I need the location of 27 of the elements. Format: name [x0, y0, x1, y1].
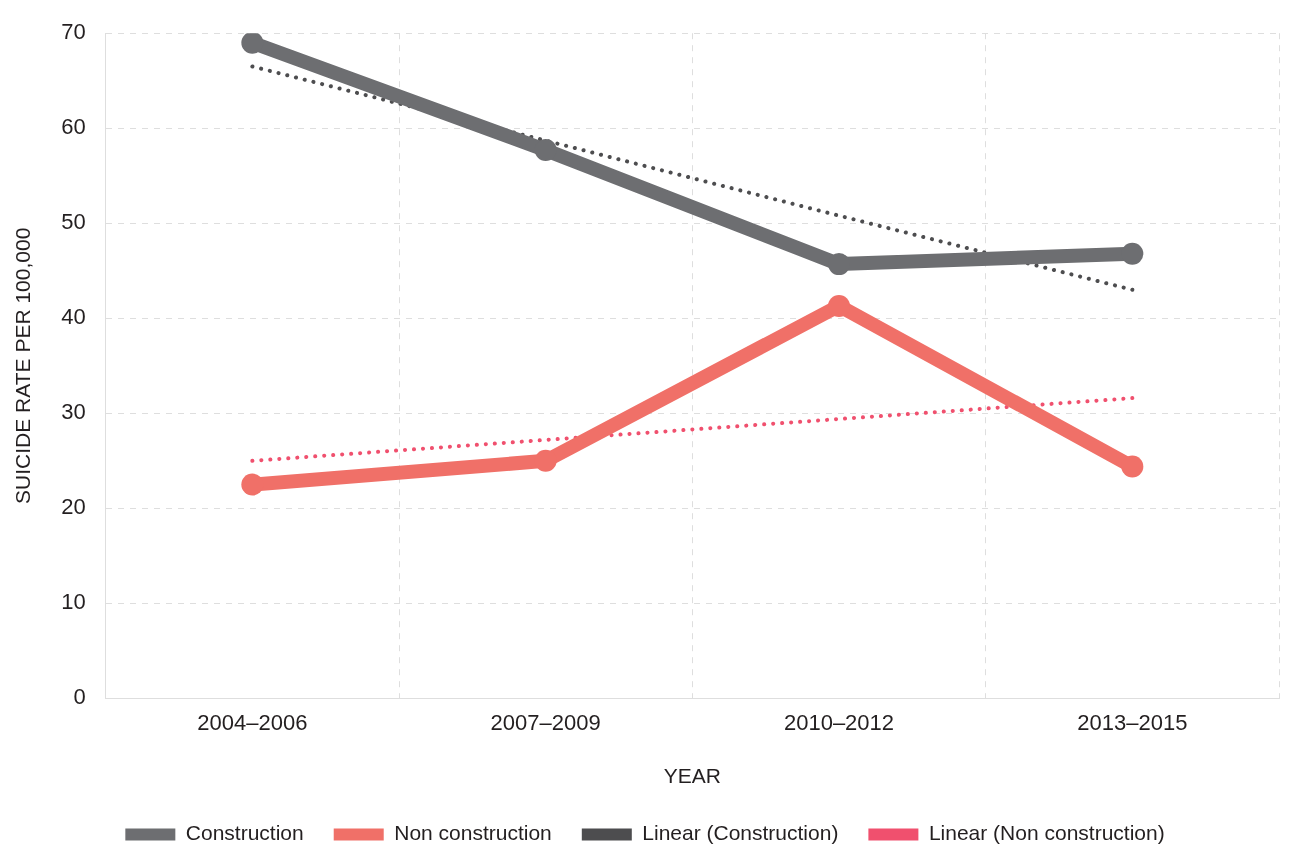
point [241, 33, 264, 54]
x-tick-label: 2007–2009 [490, 709, 601, 735]
y-tick-label: 40 [61, 304, 86, 330]
x-tick-label: 2010–2012 [783, 709, 895, 735]
point [241, 473, 264, 496]
y-tick-label: 0 [73, 684, 86, 710]
y-tick-label: 10 [61, 589, 86, 615]
y-tick-label: 60 [61, 114, 86, 140]
x-tick-label: 2013–2015 [1077, 709, 1188, 735]
legend-label: Linear (Construction) [642, 821, 839, 845]
legend-label: Non construction [394, 821, 552, 845]
y-tick-label: 50 [61, 209, 86, 235]
y-tick-label: 70 [61, 19, 86, 45]
point [534, 139, 557, 162]
point [828, 294, 850, 317]
point [1121, 455, 1144, 478]
x-axis-title: YEAR [663, 764, 721, 788]
y-tick-label: 30 [61, 399, 86, 425]
y-tick-label: 20 [61, 494, 86, 520]
legend-label: Linear (Non construction) [928, 821, 1165, 845]
legend-label: Construction [185, 821, 304, 845]
point [1121, 242, 1144, 265]
x-tick-label: 2004–2006 [197, 709, 308, 735]
point [534, 449, 557, 472]
line-series [250, 396, 1135, 463]
y-axis-title: SUICIDE RATE PER 100,000 [11, 227, 35, 504]
point [828, 253, 850, 276]
